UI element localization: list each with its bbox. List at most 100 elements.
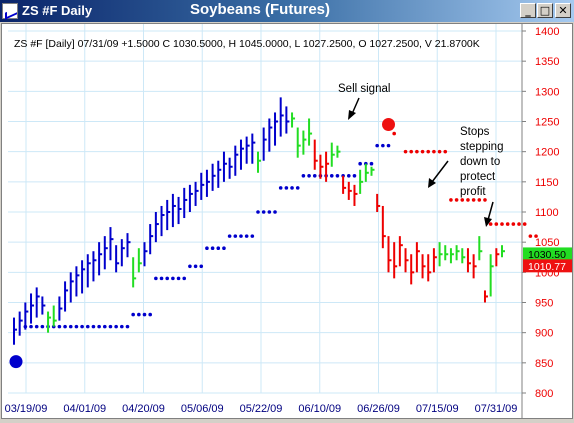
price-bar	[217, 160, 222, 188]
close-button[interactable]: ✕	[555, 3, 571, 18]
price-bar	[154, 212, 159, 243]
price-bar	[461, 248, 466, 264]
chart-icon[interactable]	[2, 3, 18, 19]
price-bar	[501, 245, 505, 258]
stop-dot	[454, 198, 459, 202]
stop-dot	[443, 149, 448, 154]
price-bar	[455, 245, 460, 261]
price-bar	[342, 175, 347, 194]
price-bar	[251, 133, 256, 164]
price-bar	[13, 317, 17, 345]
stops-arrow-2	[487, 201, 494, 221]
price-tick-label: 1150	[535, 177, 559, 189]
stop-dot	[159, 276, 164, 281]
stop-dot	[522, 222, 527, 226]
stops-label-line-4: protect	[460, 171, 496, 183]
stop-dot	[278, 186, 283, 190]
price-chart[interactable]: 1400135013001250120011501100105010009509…	[2, 24, 572, 418]
price-bar	[308, 118, 313, 146]
price-bar	[177, 196, 182, 225]
stop-dot	[505, 222, 510, 226]
stop-dot	[34, 324, 39, 329]
price-bar	[41, 296, 46, 315]
stop-dot	[142, 312, 147, 317]
stop-dot	[205, 246, 209, 250]
price-bar	[149, 224, 154, 255]
stop-dot	[91, 324, 96, 329]
stop-dot	[329, 174, 334, 178]
stop-dot	[222, 246, 226, 250]
stop-dot	[114, 324, 118, 329]
stop-dot	[335, 174, 340, 178]
price-bar	[228, 157, 233, 179]
stop-dot	[137, 312, 141, 317]
price-bar	[137, 248, 142, 273]
price-bar	[444, 245, 449, 261]
price-bar	[330, 142, 335, 167]
price-bar	[98, 242, 103, 276]
date-tick-label: 07/31/09	[475, 403, 518, 415]
stop-dot	[284, 186, 289, 190]
price-bar	[274, 112, 279, 146]
stop-dot	[210, 246, 215, 250]
date-tick-label: 04/20/09	[122, 403, 165, 415]
price-bar	[103, 236, 108, 270]
price-bar	[166, 199, 171, 231]
price-bar	[296, 127, 301, 158]
price-bar	[35, 287, 40, 318]
price-bar	[398, 236, 403, 267]
stop-dot	[74, 324, 79, 329]
stops-arrowhead-1	[428, 178, 436, 188]
price-bar	[313, 139, 318, 170]
stop-dot	[358, 161, 362, 166]
stop-dot	[68, 324, 73, 329]
price-bar	[347, 181, 352, 200]
stop-dot	[63, 324, 67, 329]
stop-dot	[415, 149, 419, 154]
stop-dot	[409, 149, 414, 154]
chart-area[interactable]: 1400 1350 1300 1250 1200 1150 1100 1050 1000 950 9…	[1, 23, 573, 419]
price-bar	[291, 112, 296, 128]
stop-dot	[148, 312, 152, 317]
price-tick-label: 1200	[535, 147, 559, 159]
stop-dot	[80, 324, 84, 329]
price-bar	[194, 181, 199, 206]
stops-arrowhead-2	[484, 217, 492, 227]
price-bar	[120, 239, 125, 267]
price-bar	[285, 106, 290, 134]
stop-dot	[528, 234, 533, 238]
stop-dot	[295, 186, 300, 190]
stop-dot	[108, 324, 113, 329]
price-bar	[336, 145, 341, 158]
price-bar	[143, 242, 148, 267]
title-bar[interactable]: ZS #F Daily Soybeans (Futures) _ □ ✕	[0, 0, 574, 22]
price-bar	[438, 242, 443, 267]
price-bar	[171, 193, 176, 228]
stop-dot	[182, 276, 187, 281]
price-bar	[432, 248, 437, 273]
price-bar	[495, 248, 500, 267]
stop-dot	[125, 324, 130, 329]
stop-dot	[131, 312, 135, 317]
stop-dot	[267, 210, 272, 214]
price-tick-label: 1050	[535, 237, 559, 249]
price-bar	[81, 260, 86, 294]
minimize-button[interactable]: _	[520, 3, 536, 18]
stop-dot	[29, 324, 33, 329]
stop-dot	[466, 198, 470, 202]
price-bar	[478, 236, 483, 261]
stop-dot	[352, 174, 357, 178]
stop-dot	[227, 234, 232, 238]
stops-annotation: Stops stepping down to protect profit	[428, 126, 503, 227]
date-tick-label: 05/22/09	[240, 403, 283, 415]
stop-dot	[102, 324, 107, 329]
buy-signal-dot	[9, 355, 23, 369]
price-tick-label: 1250	[535, 117, 559, 129]
maximize-button[interactable]: □	[537, 3, 553, 18]
price-tick-label: 900	[535, 328, 553, 340]
date-tick-label: 03/19/09	[5, 403, 48, 415]
price-tag-green: 1030.50	[523, 247, 572, 261]
price-tag-red: 1010.77	[523, 259, 572, 273]
price-tick-label: 950	[535, 298, 553, 310]
